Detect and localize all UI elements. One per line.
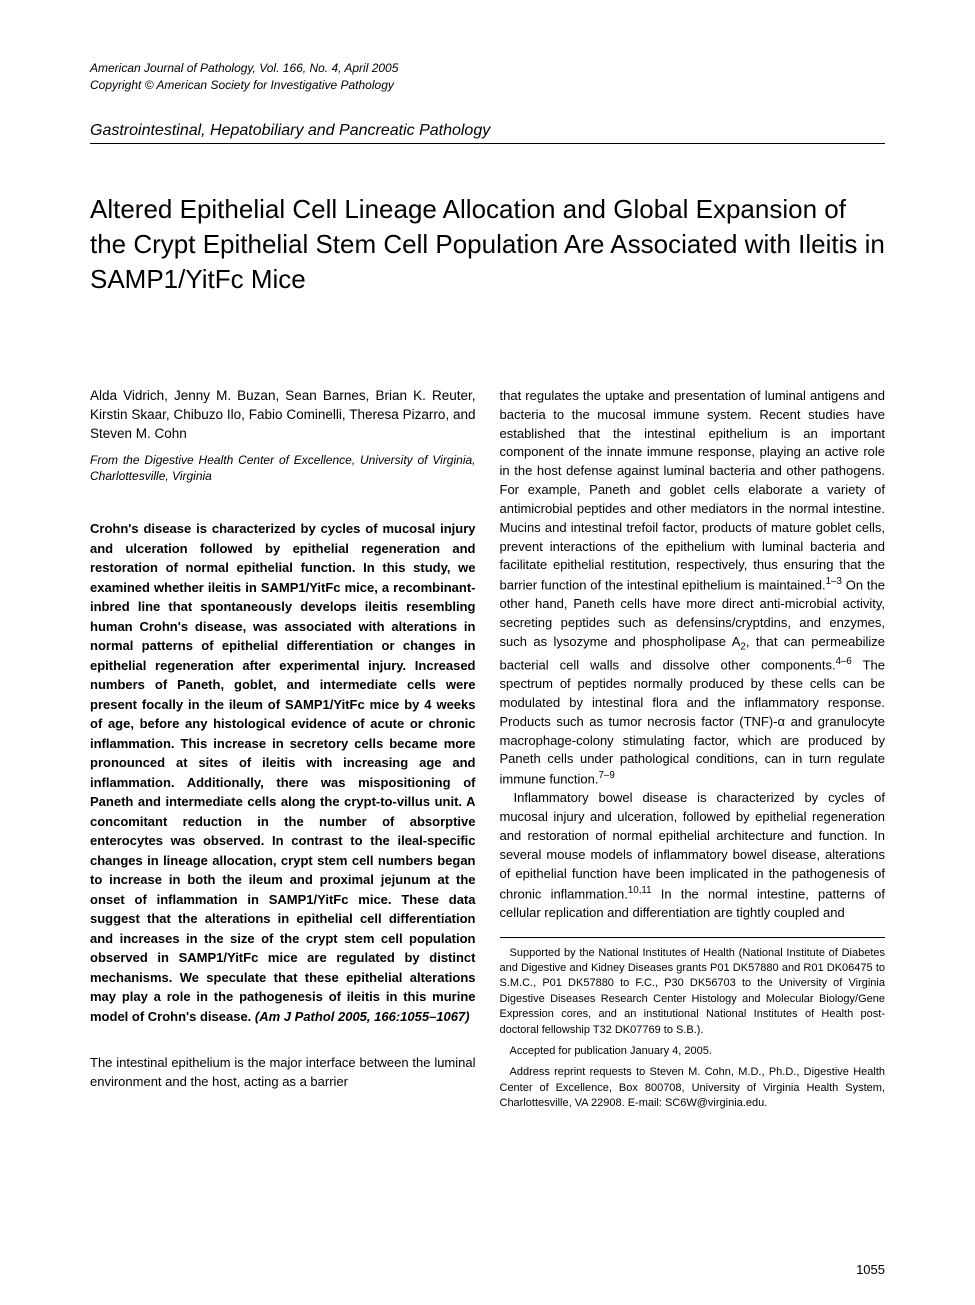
footnote-funding: Supported by the National Institutes of … xyxy=(500,946,886,1038)
body-paragraph-1: that regulates the uptake and presentati… xyxy=(500,387,886,790)
abstract-citation: (Am J Pathol 2005, 166:1055–1067) xyxy=(255,1009,470,1024)
article-title: Altered Epithelial Cell Lineage Allocati… xyxy=(90,192,885,297)
citation-ref: 4–6 xyxy=(836,656,852,667)
page-number: 1055 xyxy=(856,1262,885,1277)
footnotes: Supported by the National Institutes of … xyxy=(500,937,886,1112)
left-column: Alda Vidrich, Jenny M. Buzan, Sean Barne… xyxy=(90,387,476,1118)
journal-header: American Journal of Pathology, Vol. 166,… xyxy=(90,60,885,94)
journal-line-2: Copyright © American Society for Investi… xyxy=(90,77,885,94)
footnote-accepted: Accepted for publication January 4, 2005… xyxy=(500,1044,886,1059)
body-text: Inflammatory bowel disease is characteri… xyxy=(500,790,886,901)
citation-ref: 10,11 xyxy=(628,885,652,896)
citation-ref: 7–9 xyxy=(599,770,615,781)
footnote-correspondence: Address reprint requests to Steven M. Co… xyxy=(500,1065,886,1111)
section-name: Gastrointestinal, Hepatobiliary and Panc… xyxy=(90,122,885,144)
body-text: The spectrum of peptides normally produc… xyxy=(500,657,886,786)
abstract-body: Crohn's disease is characterized by cycl… xyxy=(90,521,476,1024)
two-column-layout: Alda Vidrich, Jenny M. Buzan, Sean Barne… xyxy=(90,387,885,1118)
right-column: that regulates the uptake and presentati… xyxy=(500,387,886,1118)
affiliation: From the Digestive Health Center of Exce… xyxy=(90,452,476,486)
body-paragraph-2: Inflammatory bowel disease is characteri… xyxy=(500,789,886,922)
citation-ref: 1–3 xyxy=(826,576,842,587)
intro-paragraph-start: The intestinal epithelium is the major i… xyxy=(90,1054,476,1092)
authors: Alda Vidrich, Jenny M. Buzan, Sean Barne… xyxy=(90,387,476,444)
abstract: Crohn's disease is characterized by cycl… xyxy=(90,519,476,1026)
body-text: that regulates the uptake and presentati… xyxy=(500,388,886,593)
journal-line-1: American Journal of Pathology, Vol. 166,… xyxy=(90,60,885,77)
